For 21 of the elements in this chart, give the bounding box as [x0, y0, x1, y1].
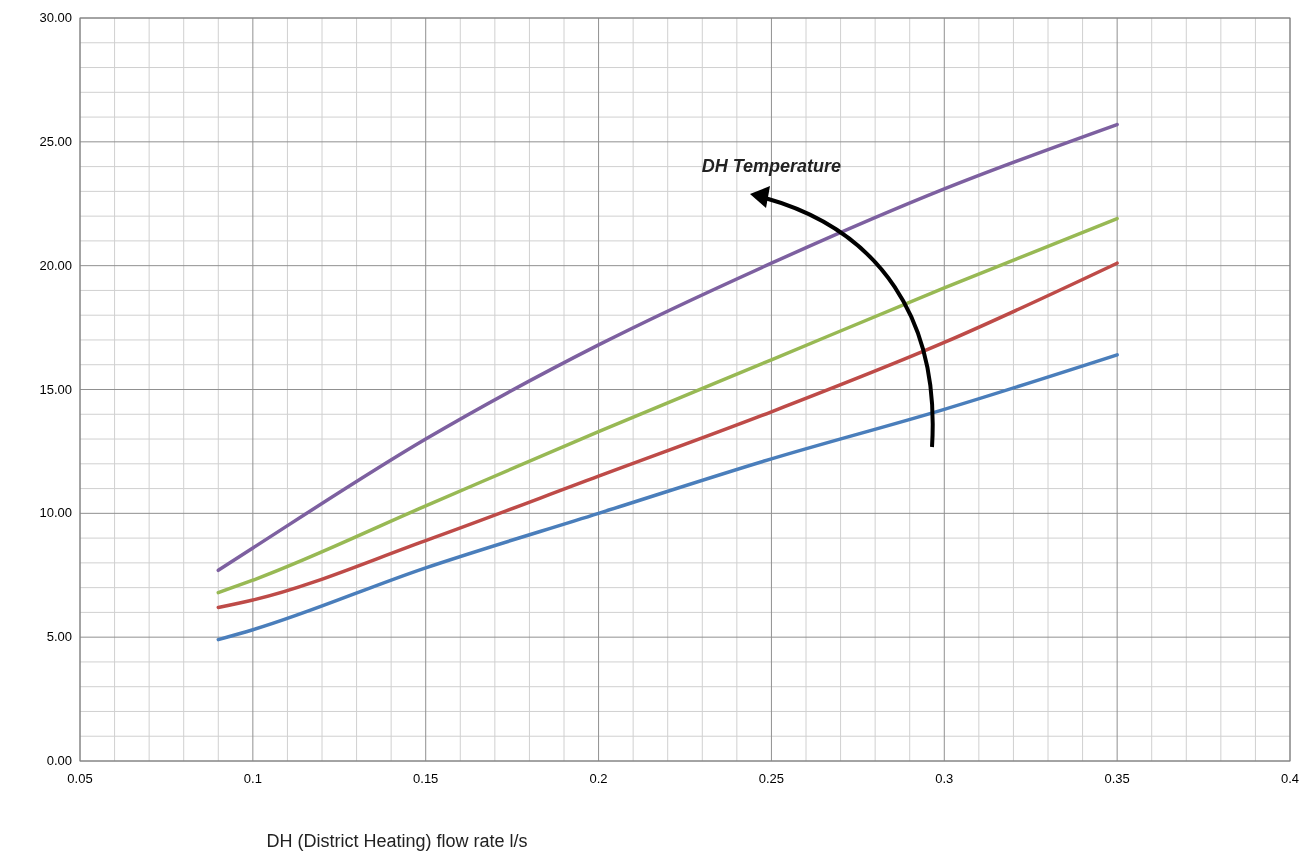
line-series — [216, 353, 1119, 642]
line-series — [216, 122, 1119, 573]
y-tick-label: 15.00 — [39, 381, 72, 397]
y-tick-label: 30.00 — [39, 10, 72, 25]
x-tick-label: 0.4 — [1280, 771, 1300, 786]
line-series — [216, 261, 1119, 610]
annotation: DH Temperature — [701, 155, 842, 176]
x-tick-label: 0.25 — [758, 771, 785, 786]
x-tick-label: 0.3 — [935, 771, 954, 786]
x-tick-label: 0.35 — [1104, 771, 1130, 786]
x-axis-title: DH (District Heating) flow rate l/s — [266, 831, 528, 851]
y-tick-label: 25.00 — [39, 133, 72, 149]
x-tick-label: 0.15 — [413, 771, 439, 786]
y-tick-label: 10.00 — [39, 505, 72, 521]
x-tick-label: 0.2 — [589, 771, 608, 786]
y-tick-label: 20.00 — [39, 257, 72, 273]
line-series — [216, 216, 1119, 595]
y-tick-label: 5.00 — [46, 629, 72, 645]
x-tick-label: 0.05 — [67, 771, 93, 786]
y-tick-label: 0.00 — [46, 753, 72, 768]
x-tick-label: 0.1 — [243, 771, 262, 786]
